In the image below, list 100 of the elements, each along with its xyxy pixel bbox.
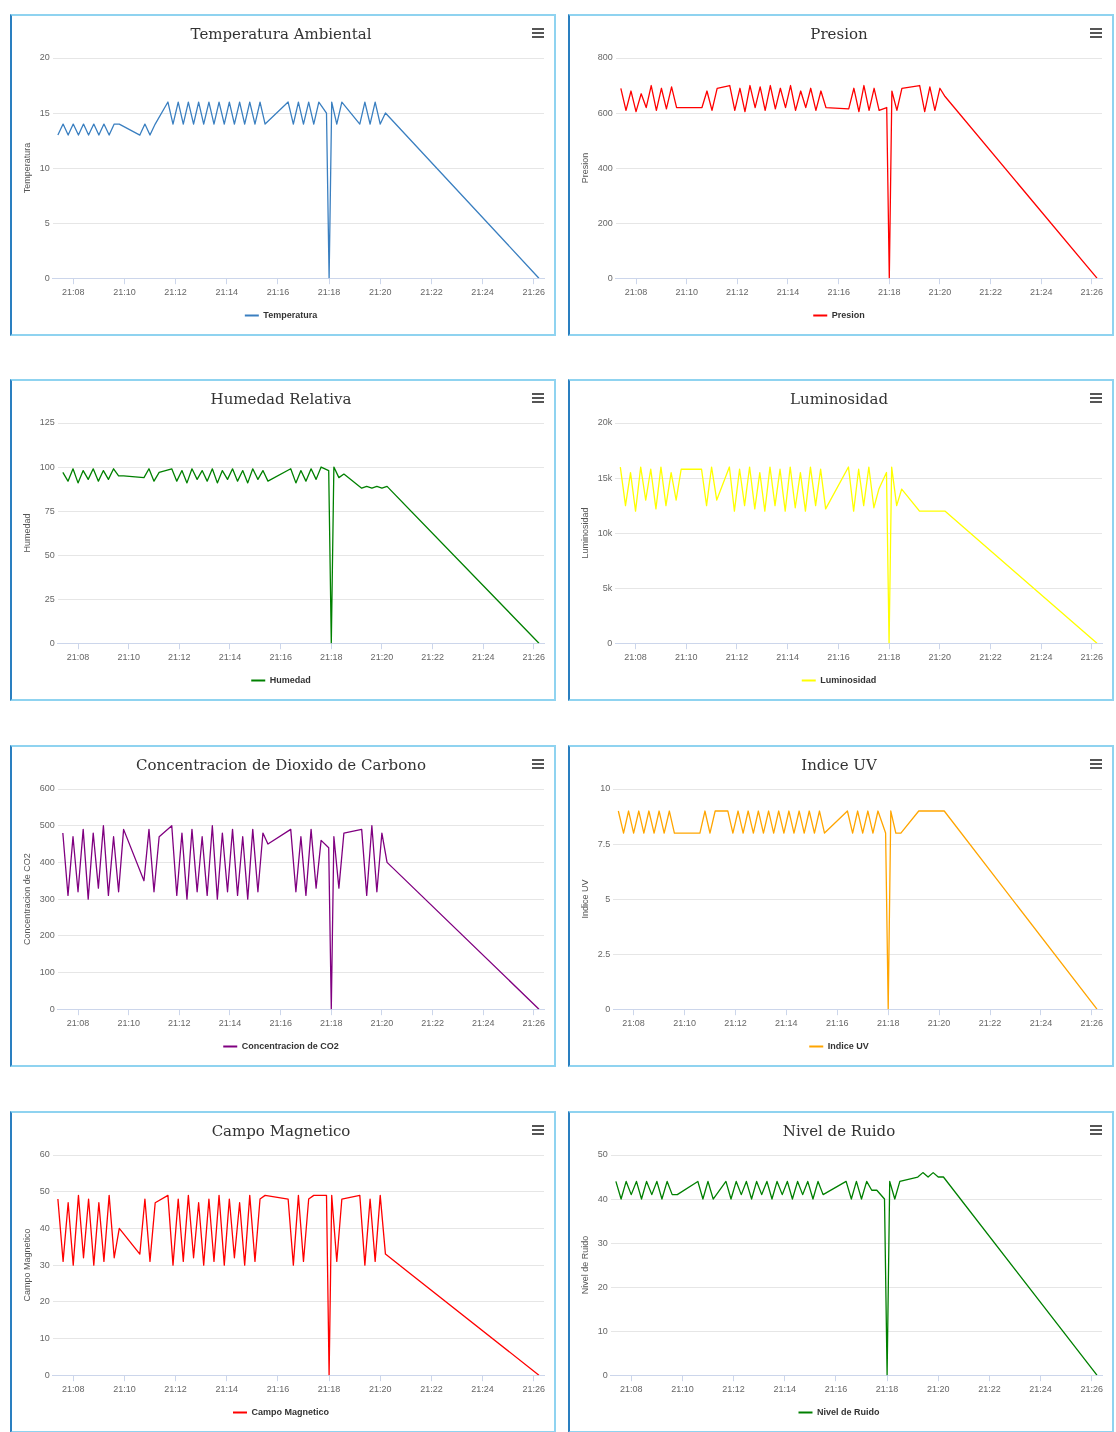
x-tick-label: 21:14 (773, 1384, 796, 1395)
y-tick-label: 7.5 (597, 838, 611, 849)
y-tick-label: 50 (597, 1149, 608, 1160)
x-tick-label: 21:24 (1029, 1384, 1052, 1395)
y-tick-label: 20 (39, 1296, 50, 1307)
x-tick-label: 21:26 (522, 652, 546, 663)
x-tick-label: 21:10 (117, 652, 141, 663)
y-tick-label: 10 (597, 1325, 608, 1336)
x-tick-label: 21:16 (266, 1384, 290, 1395)
x-tick-label: 21:22 (420, 287, 443, 298)
y-tick-label: 40 (597, 1193, 608, 1204)
x-tick-label: 21:16 (269, 652, 292, 663)
x-tick-label: 21:14 (776, 652, 799, 663)
x-tick-label: 21:10 (673, 1018, 696, 1029)
y-tick-label: 5 (44, 217, 50, 228)
x-tick-label: 21:16 (824, 1384, 848, 1395)
y-tick-label: 50 (39, 1186, 50, 1197)
x-tick-label: 21:08 (61, 287, 85, 298)
x-tick-label: 21:16 (269, 1018, 292, 1029)
chart-title: Humedad Relativa (210, 389, 352, 408)
x-tick-label: 21:24 (1029, 287, 1053, 298)
chart-title: Indice UV (801, 755, 878, 774)
y-tick-label: 600 (597, 107, 613, 118)
y-tick-label: 5k (602, 582, 613, 593)
x-tick-label: 21:08 (624, 652, 647, 663)
x-tick-label: 21:18 (320, 652, 343, 663)
x-tick-label: 21:08 (622, 1018, 645, 1029)
legend-label: Luminosidad (820, 674, 877, 685)
legend-label: Nivel de Ruido (817, 1406, 881, 1417)
x-tick-label: 21:24 (471, 652, 495, 663)
x-tick-label: 21:24 (1029, 1018, 1053, 1029)
y-tick-label: 10 (39, 162, 50, 173)
y-tick-label: 0 (607, 637, 613, 648)
x-tick-label: 21:26 (522, 1384, 545, 1395)
chart-title: Temperatura Ambiental (190, 24, 372, 43)
x-tick-label: 21:18 (317, 287, 341, 298)
x-tick-label: 21:10 (113, 287, 136, 298)
x-tick-label: 21:20 (368, 1384, 392, 1395)
x-tick-label: 21:18 (878, 287, 901, 298)
x-tick-label: 21:14 (215, 287, 238, 298)
y-tick-label: 75 (44, 505, 55, 516)
y-axis-title: Humedad (21, 513, 32, 553)
y-tick-label: 300 (39, 893, 55, 904)
x-tick-label: 21:12 (164, 287, 187, 298)
y-tick-label: 0 (49, 637, 55, 648)
y-tick-label: 60 (39, 1149, 50, 1160)
x-tick-label: 21:20 (928, 287, 952, 298)
chart-title: Luminosidad (790, 389, 889, 408)
x-tick-label: 21:20 (928, 652, 951, 663)
legend-label: Campo Magnetico (251, 1406, 330, 1417)
x-tick-label: 21:16 (827, 287, 850, 298)
x-tick-label: 21:26 (1080, 1018, 1104, 1029)
x-tick-label: 21:14 (218, 1018, 242, 1029)
x-tick-label: 21:26 (1080, 1384, 1103, 1395)
x-tick-label: 21:20 (927, 1018, 951, 1029)
x-tick-label: 21:26 (1080, 287, 1104, 298)
y-tick-label: 2.5 (597, 948, 611, 959)
x-tick-label: 21:10 (117, 1018, 141, 1029)
y-tick-label: 25 (44, 593, 55, 604)
y-tick-label: 5 (605, 893, 611, 904)
y-tick-label: 10 (39, 1332, 50, 1343)
y-tick-label: 125 (39, 417, 55, 428)
x-tick-label: 21:10 (675, 287, 699, 298)
chart-title: Campo Magnetico (211, 1121, 351, 1140)
x-tick-label: 21:20 (370, 1018, 394, 1029)
x-tick-label: 21:12 (725, 652, 749, 663)
x-tick-label: 21:12 (722, 1384, 745, 1395)
x-tick-label: 21:10 (671, 1384, 694, 1395)
x-tick-label: 21:10 (675, 652, 698, 663)
x-tick-label: 21:24 (471, 1384, 494, 1395)
x-tick-label: 21:22 (421, 1018, 444, 1029)
y-axis-title: Luminosidad (579, 507, 590, 559)
x-tick-label: 21:22 (420, 1384, 443, 1395)
x-tick-label: 21:12 (168, 652, 191, 663)
y-tick-label: 600 (39, 783, 55, 794)
y-tick-label: 10k (597, 527, 613, 538)
chart-title: Presion (810, 24, 868, 43)
y-tick-label: 0 (602, 1369, 608, 1380)
x-tick-label: 21:18 (317, 1384, 341, 1395)
y-tick-label: 0 (605, 1003, 611, 1014)
y-tick-label: 40 (39, 1222, 50, 1233)
x-tick-label: 21:12 (724, 1018, 747, 1029)
x-tick-label: 21:12 (164, 1384, 187, 1395)
x-tick-label: 21:18 (876, 1018, 900, 1029)
x-tick-label: 21:26 (522, 287, 545, 298)
y-axis-title: Nivel de Ruido (579, 1235, 590, 1295)
x-tick-label: 21:16 (826, 1018, 849, 1029)
y-tick-label: 0 (44, 272, 50, 283)
x-tick-label: 21:20 (370, 652, 394, 663)
x-tick-label: 21:26 (522, 1018, 546, 1029)
y-tick-label: 10 (600, 783, 611, 794)
x-tick-label: 21:20 (926, 1384, 950, 1395)
x-tick-label: 21:20 (368, 287, 392, 298)
y-axis-title: Presion (579, 152, 590, 184)
y-axis-title: Concentracion de CO2 (21, 853, 32, 945)
y-tick-label: 20 (39, 52, 50, 63)
y-tick-label: 0 (49, 1003, 55, 1014)
x-tick-label: 21:08 (619, 1384, 643, 1395)
legend-label: Temperatura (263, 309, 319, 320)
y-tick-label: 0 (44, 1369, 50, 1380)
